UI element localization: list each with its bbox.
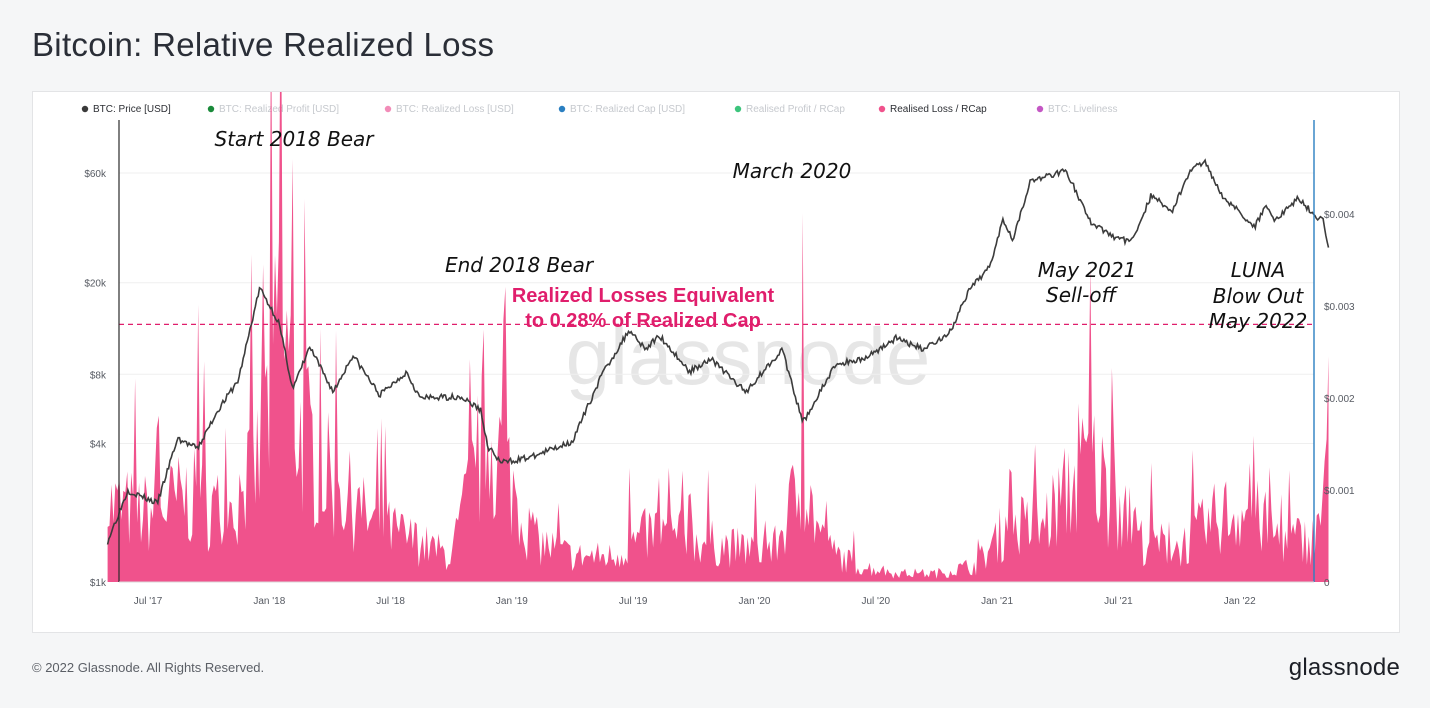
footer-logo: glassnode [1288,654,1400,681]
legend-marker [558,105,566,113]
y-left-tick-label: $20k [84,279,107,290]
x-tick-label: Jul '20 [862,596,891,607]
y-right-tick-label: $0.003 [1324,302,1355,313]
y-right-tick-label: $0.002 [1324,394,1355,405]
legend-item[interactable]: BTC: Realized Cap [USD] [558,104,685,115]
legend-marker [207,105,215,113]
chart-annotation: May 2021 [1038,258,1137,282]
page-title: Bitcoin: Relative Realized Loss [32,26,495,63]
legend-label: BTC: Price [USD] [93,104,171,115]
y-right-tick-label: $0.004 [1324,210,1355,221]
x-tick-label: Jul '21 [1104,596,1133,607]
x-tick-label: Jan '19 [496,596,528,607]
chart-axes: $1k $4k $8k $20k $60k 0 $0.001 $0.002 $0.003 $0.0… [84,120,1355,607]
chart-annotation: LUNA [1231,258,1285,282]
x-tick-label: Jul '19 [619,596,648,607]
y-left-tick-label: $4k [90,440,107,451]
x-tick-label: Jan '22 [1224,596,1256,607]
chart-annotation: Realized Losses Equivalent [512,285,775,307]
legend-label: Realised Profit / RCap [746,104,845,115]
chart-annotations: Start 2018 Bear End 2018 Bear March 2020 Ma… [215,127,1308,333]
x-tick-label: Jan '21 [981,596,1013,607]
chart-annotation: Sell-off [1046,283,1119,307]
legend-marker [878,105,886,113]
chart-annotation: May 2022 [1209,309,1308,333]
legend-item[interactable]: BTC: Realized Loss [USD] [384,104,514,115]
legend-label: BTC: Liveliness [1048,104,1117,115]
legend-marker [384,105,392,113]
y-right-tick-label: 0 [1324,578,1330,589]
relative-realized-loss-chart: BTC: Price [USD] BTC: Realized Profit [US… [81,92,1355,607]
legend-marker [81,105,89,113]
chart-frame: BTC: Price [USD] BTC: Realized Profit [US… [32,91,1400,633]
x-tick-label: Jul '18 [376,596,405,607]
chart-annotation: March 2020 [733,159,852,183]
realised-loss-area [107,92,1329,582]
y-right-tick-label: $0.001 [1324,486,1355,497]
chart-annotation: to 0.28% of Realized Cap [525,310,761,332]
x-tick-label: Jan '18 [253,596,285,607]
legend-item[interactable]: BTC: Price [USD] [81,104,171,115]
y-left-tick-label: $60k [84,169,107,180]
legend-label: Realised Loss / RCap [890,104,987,115]
legend-marker [734,105,742,113]
legend-item[interactable]: Realised Loss / RCap [878,104,987,115]
legend-item[interactable]: BTC: Realized Profit [USD] [207,104,339,115]
legend-label: BTC: Realized Cap [USD] [570,104,685,115]
y-left-tick-label: $8k [90,370,107,381]
chart-annotation: Start 2018 Bear [215,127,376,151]
chart-annotation: End 2018 Bear [445,253,595,277]
y-left-tick-label: $1k [90,578,107,589]
chart-legend: BTC: Price [USD] BTC: Realized Profit [US… [81,104,1118,115]
legend-label: BTC: Realized Loss [USD] [396,104,514,115]
x-tick-label: Jul '17 [134,596,163,607]
footer-copyright: © 2022 Glassnode. All Rights Reserved. [32,660,265,675]
legend-item[interactable]: Realised Profit / RCap [734,104,846,115]
chart-annotation: Blow Out [1213,284,1305,308]
legend-item[interactable]: BTC: Liveliness [1036,104,1118,115]
legend-marker [1036,105,1044,113]
btc-price-line [106,158,1330,545]
x-tick-label: Jan '20 [739,596,771,607]
legend-label: BTC: Realized Profit [USD] [219,104,339,115]
